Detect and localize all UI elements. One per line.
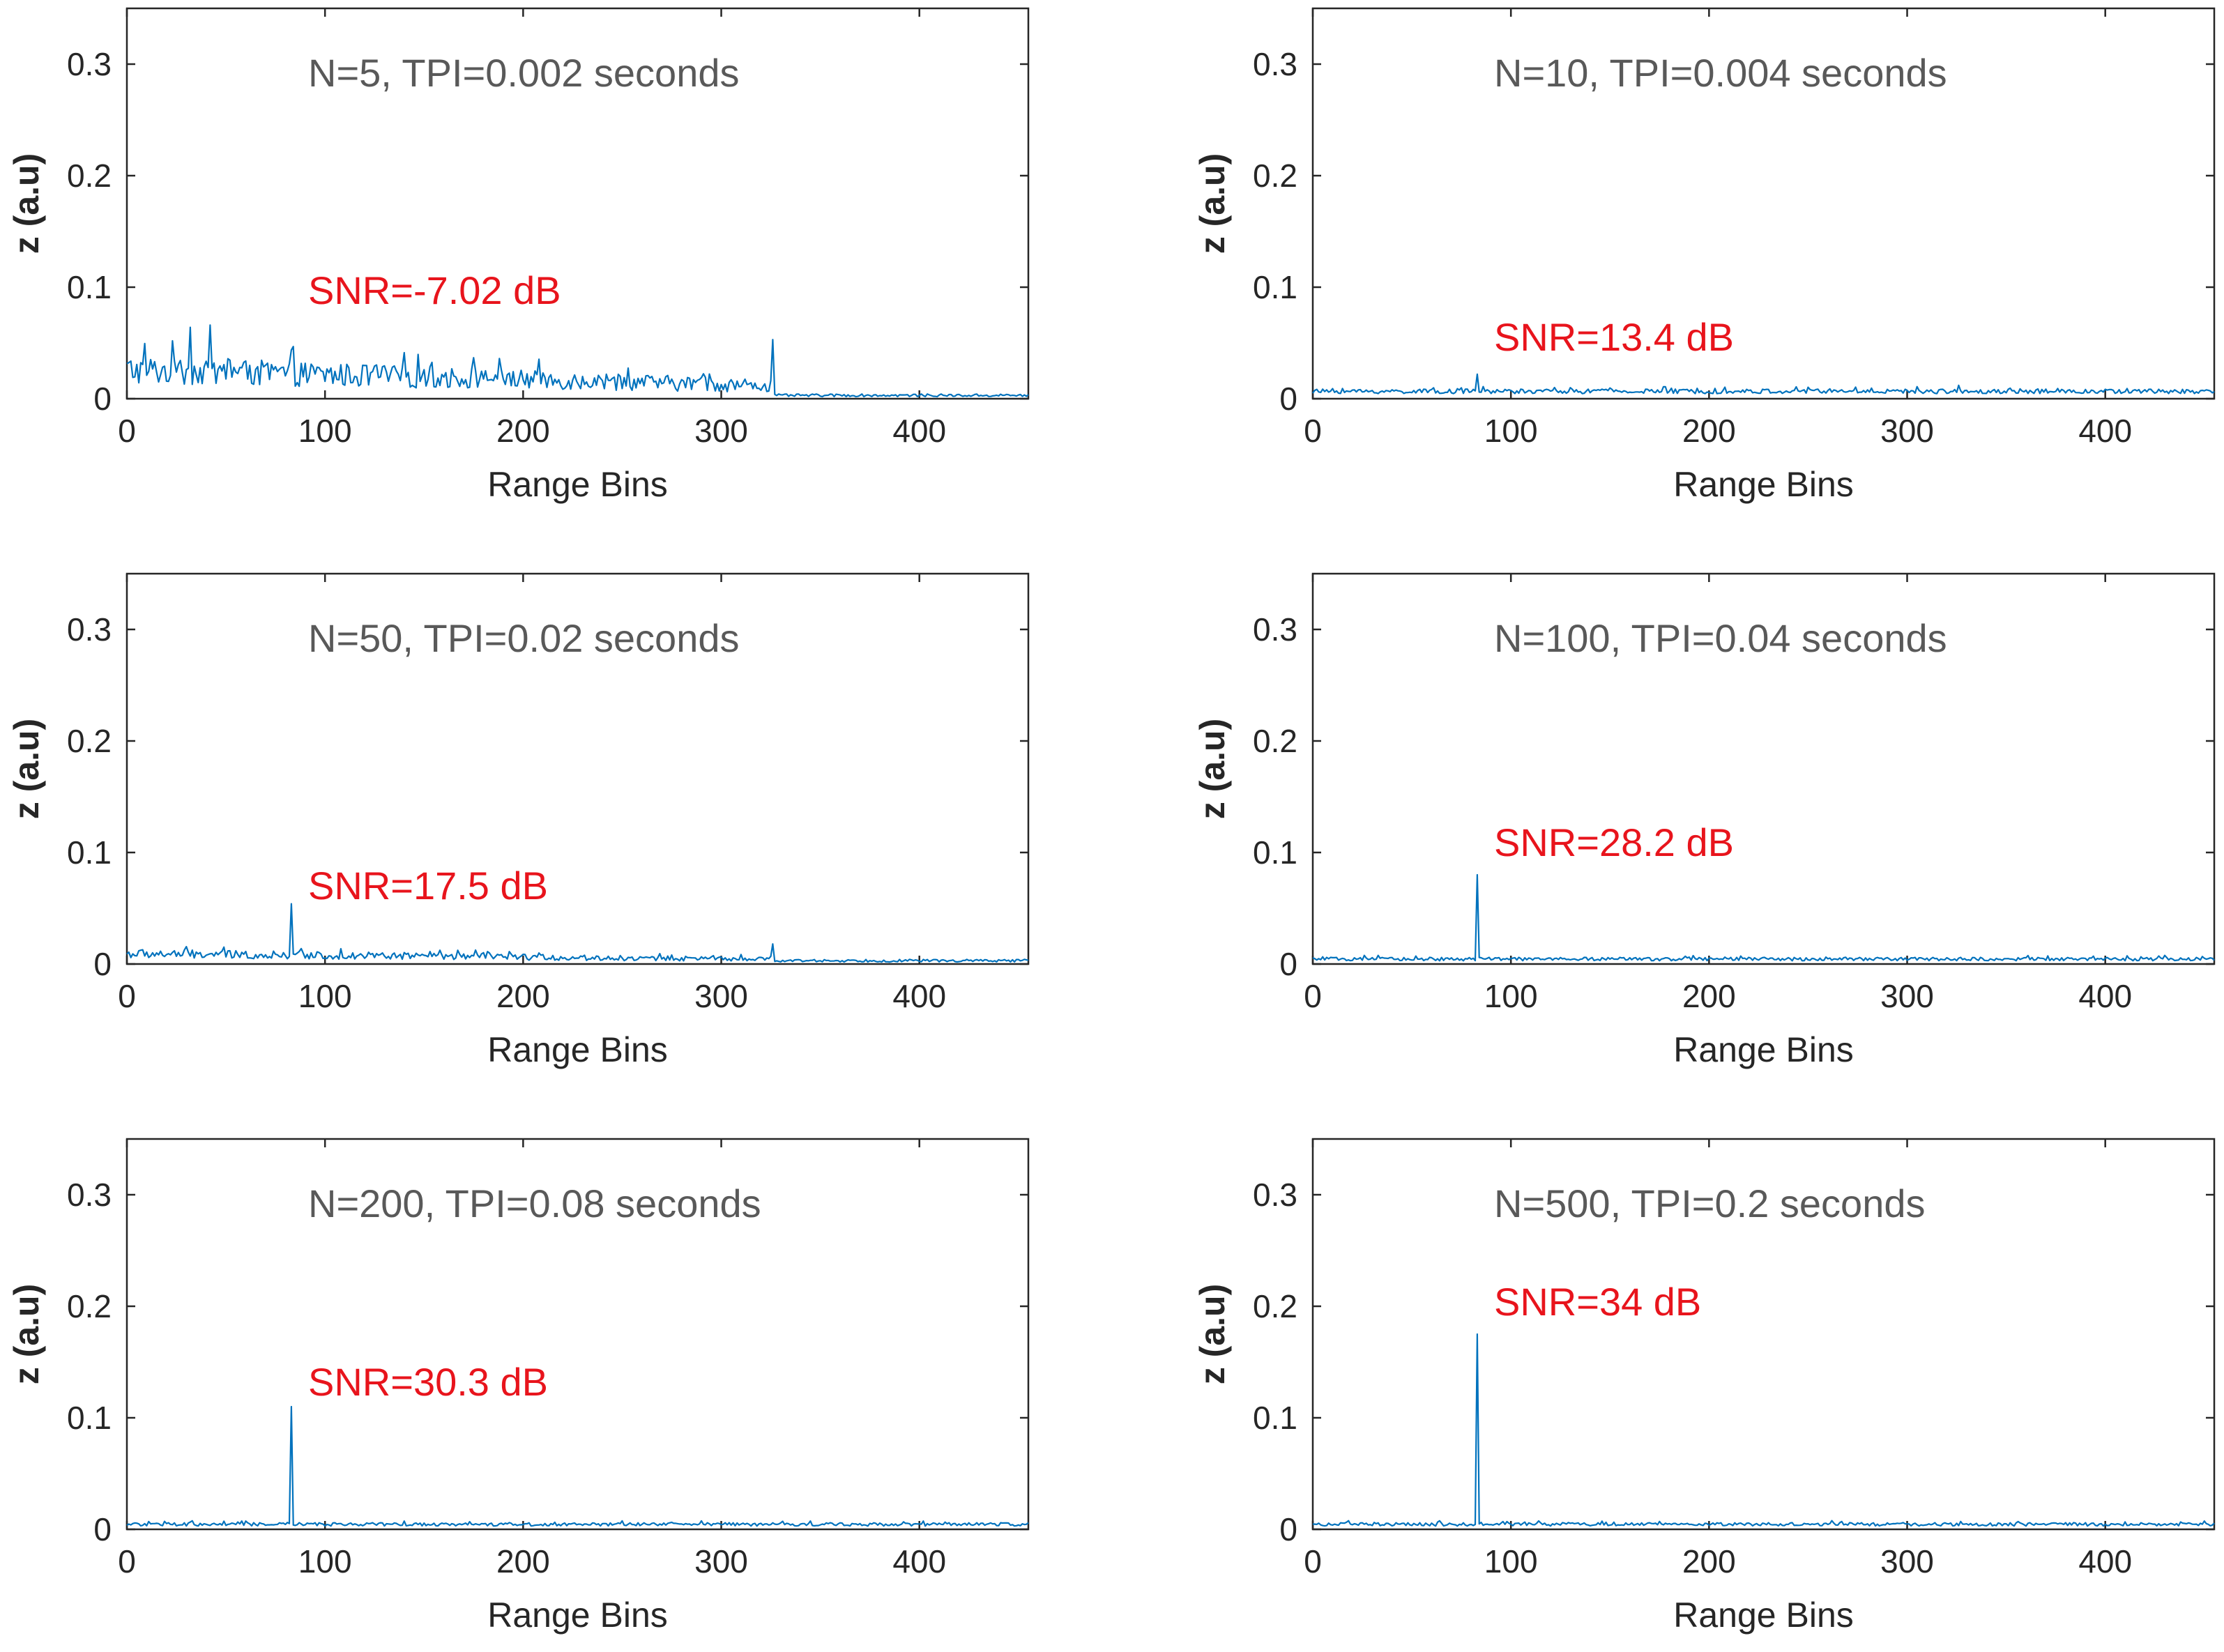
y-tick-label: 0.3 — [1253, 46, 1297, 82]
subplot-2: 0 100 200 300 400 0 0.1 0.2 0.3 Range Bins z (a.u)… — [1193, 7, 2216, 504]
x-tick-label: 300 — [694, 413, 748, 449]
subplot-5: 0 100 200 300 400 0 0.1 0.2 0.3 Range Bins z (a.u)… — [7, 1138, 1030, 1635]
snr-annotation: SNR=28.2 dB — [1494, 820, 1734, 864]
y-tick-label: 0.1 — [1253, 1400, 1297, 1436]
x-axis-label: Range Bins — [1673, 465, 1854, 504]
series-line — [126, 324, 1029, 398]
y-tick-label: 0 — [1279, 946, 1297, 982]
y-tick-label: 0.3 — [67, 611, 112, 648]
x-axis-label: Range Bins — [1673, 1030, 1854, 1069]
subplot-title: N=50, TPI=0.02 seconds — [308, 616, 740, 660]
x-tick-label: 200 — [1682, 413, 1736, 449]
x-tick-label: 100 — [298, 978, 352, 1014]
y-tick-label: 0.2 — [1253, 158, 1297, 194]
y-axis-label: z (a.u) — [7, 719, 46, 819]
snr-annotation: SNR=-7.02 dB — [308, 268, 561, 312]
x-tick-label: 200 — [1682, 1543, 1736, 1580]
y-tick-label: 0.1 — [67, 834, 112, 871]
x-axis-label: Range Bins — [487, 1596, 668, 1635]
axes-frame — [125, 1138, 1030, 1531]
y-tick-label: 0 — [1279, 1511, 1297, 1547]
axes-frame — [1311, 7, 2216, 400]
series-line — [1312, 373, 2215, 395]
axes-frame — [1311, 1138, 2216, 1531]
y-tick-label: 0.2 — [1253, 1288, 1297, 1324]
series-line — [1312, 1333, 2215, 1527]
series-line — [126, 1405, 1029, 1527]
x-tick-label: 300 — [1880, 978, 1934, 1014]
x-tick-label: 0 — [118, 978, 136, 1014]
y-tick-label: 0.1 — [67, 1400, 112, 1436]
y-tick-label: 0.2 — [1253, 723, 1297, 759]
y-axis-label: z (a.u) — [7, 1284, 46, 1384]
series-line — [1312, 873, 2215, 962]
x-tick-label: 400 — [2078, 1543, 2132, 1580]
x-tick-label: 300 — [1880, 1543, 1934, 1580]
y-tick-label: 0.3 — [1253, 611, 1297, 648]
x-tick-label: 400 — [2078, 978, 2132, 1014]
x-tick-label: 0 — [118, 1543, 136, 1580]
x-tick-label: 200 — [496, 1543, 550, 1580]
x-tick-label: 200 — [496, 978, 550, 1014]
subplot-title: N=100, TPI=0.04 seconds — [1494, 616, 1947, 660]
x-axis-label: Range Bins — [487, 1030, 668, 1069]
snr-annotation: SNR=30.3 dB — [308, 1360, 548, 1404]
y-tick-label: 0 — [1279, 381, 1297, 417]
snr-annotation: SNR=13.4 dB — [1494, 315, 1734, 359]
x-tick-label: 400 — [892, 1543, 946, 1580]
x-tick-label: 100 — [1484, 978, 1538, 1014]
y-tick-label: 0.3 — [67, 1177, 112, 1213]
subplot-6: 0 100 200 300 400 0 0.1 0.2 0.3 Range Bins z (a.u)… — [1193, 1138, 2216, 1635]
y-axis-label: z (a.u) — [1193, 153, 1232, 254]
y-axis-label: z (a.u) — [1193, 1284, 1232, 1384]
x-tick-label: 0 — [1304, 413, 1322, 449]
x-tick-label: 300 — [1880, 413, 1934, 449]
series-line — [126, 903, 1029, 963]
x-tick-label: 400 — [892, 413, 946, 449]
y-axis-label: z (a.u) — [1193, 719, 1232, 819]
y-tick-label: 0.3 — [1253, 1177, 1297, 1213]
x-tick-label: 0 — [118, 413, 136, 449]
y-tick-label: 0.1 — [67, 269, 112, 305]
subplot-title: N=200, TPI=0.08 seconds — [308, 1181, 761, 1225]
axes-frame — [125, 572, 1030, 965]
axes-frame — [125, 7, 1030, 400]
x-tick-label: 200 — [496, 413, 550, 449]
x-tick-label: 200 — [1682, 978, 1736, 1014]
axes-frame — [1311, 572, 2216, 965]
y-tick-label: 0.2 — [67, 723, 112, 759]
subplot-3: 0 100 200 300 400 0 0.1 0.2 0.3 Range Bins z (a.u)… — [7, 572, 1030, 1069]
y-tick-label: 0.2 — [67, 1288, 112, 1324]
x-tick-label: 100 — [1484, 1543, 1538, 1580]
y-tick-label: 0.2 — [67, 158, 112, 194]
y-tick-label: 0.1 — [1253, 269, 1297, 305]
x-tick-label: 0 — [1304, 1543, 1322, 1580]
subplot-4: 0 100 200 300 400 0 0.1 0.2 0.3 Range Bins z (a.u)… — [1193, 572, 2216, 1069]
x-tick-label: 300 — [694, 1543, 748, 1580]
x-tick-label: 100 — [298, 413, 352, 449]
x-tick-label: 100 — [1484, 413, 1538, 449]
y-tick-label: 0 — [93, 1511, 112, 1547]
snr-annotation: SNR=17.5 dB — [308, 864, 548, 908]
subplot-title: N=5, TPI=0.002 seconds — [308, 51, 740, 95]
x-tick-label: 100 — [298, 1543, 352, 1580]
y-tick-label: 0.3 — [67, 46, 112, 82]
subplot-1: 0 100 200 300 400 0 0.1 0.2 0.3 Range Bins z (a.u)… — [7, 7, 1030, 504]
x-tick-label: 300 — [694, 978, 748, 1014]
subplot-title: N=10, TPI=0.004 seconds — [1494, 51, 1947, 95]
y-tick-label: 0 — [93, 946, 112, 982]
snr-annotation: SNR=34 dB — [1494, 1280, 1701, 1324]
y-axis-label: z (a.u) — [7, 153, 46, 254]
x-tick-label: 400 — [2078, 413, 2132, 449]
x-axis-label: Range Bins — [487, 465, 668, 504]
y-tick-label: 0 — [93, 381, 112, 417]
x-axis-label: Range Bins — [1673, 1596, 1854, 1635]
x-tick-label: 0 — [1304, 978, 1322, 1014]
y-tick-label: 0.1 — [1253, 834, 1297, 871]
x-tick-label: 400 — [892, 978, 946, 1014]
subplot-title: N=500, TPI=0.2 seconds — [1494, 1181, 1926, 1225]
